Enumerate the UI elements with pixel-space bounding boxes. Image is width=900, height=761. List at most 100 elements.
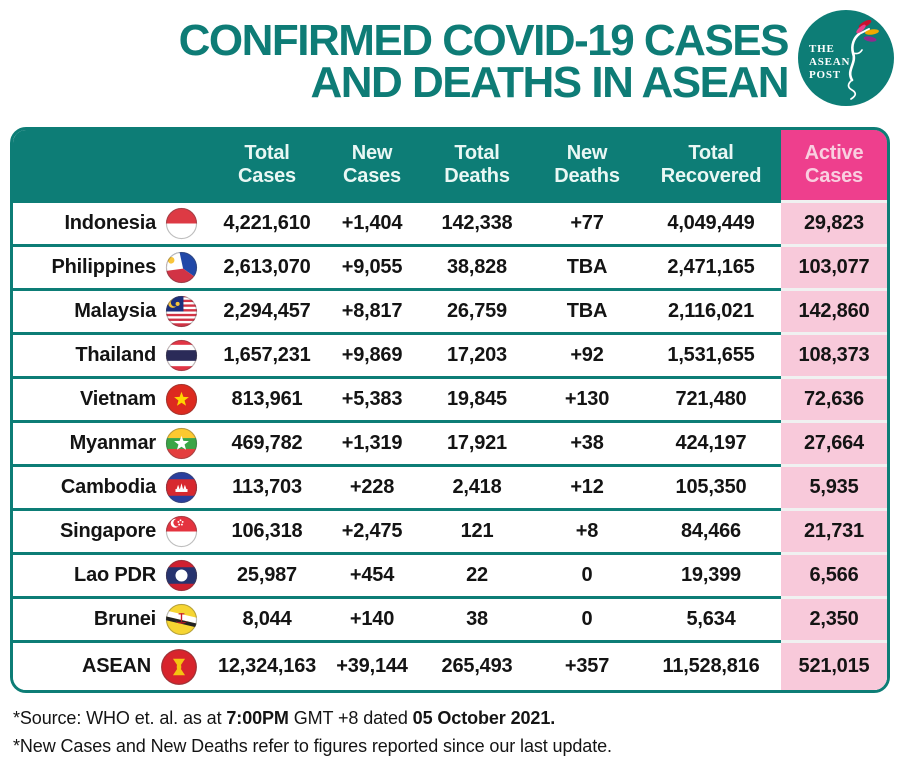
country-cell: Indonesia [13, 200, 211, 244]
country-cell: Malaysia [13, 288, 211, 332]
country-cell: Thailand [13, 332, 211, 376]
logo-text-asean: ASEAN [809, 56, 850, 68]
country-cell: Singapore [13, 508, 211, 552]
total-cases-value: 25,987 [211, 552, 323, 596]
country-name: Malaysia [74, 300, 156, 322]
brunei-flag-icon [165, 603, 198, 636]
country-cell: Myanmar [13, 420, 211, 464]
table-row-lao-pdr: Lao PDR 25,987 +454 22 0 19,399 6,566 [13, 552, 887, 596]
thailand-flag-icon [165, 339, 198, 372]
active-cases-value: 103,077 [781, 244, 887, 288]
total-deaths-value: 22 [421, 552, 533, 596]
new-deaths-value: TBA [533, 244, 641, 288]
table-row-asean: ASEAN 12,324,163 +39,144 265,493 +357 11,528,… [13, 640, 887, 690]
active-cases-value: 142,860 [781, 288, 887, 332]
asean-post-logo-icon: THE ASEAN POST [796, 8, 896, 108]
table-row-brunei: Brunei 8,044 +140 38 0 5,634 2,350 [13, 596, 887, 640]
new-cases-value: +39,144 [323, 640, 421, 690]
active-cases-value: 72,636 [781, 376, 887, 420]
total-deaths-value: 17,921 [421, 420, 533, 464]
new-deaths-value: TBA [533, 288, 641, 332]
new-deaths-value: 0 [533, 552, 641, 596]
total-cases-value: 2,613,070 [211, 244, 323, 288]
total-recovered-value: 84,466 [641, 508, 781, 552]
active-cases-value: 27,664 [781, 420, 887, 464]
title-line-2: AND DEATHS IN ASEAN [310, 58, 789, 107]
new-cases-value: +5,383 [323, 376, 421, 420]
country-cell: Philippines [13, 244, 211, 288]
new-deaths-value: +12 [533, 464, 641, 508]
table-row-myanmar: Myanmar 469,782 +1,319 17,921 +38 424,197 27,6… [13, 420, 887, 464]
page-title: CONFIRMED COVID-19 CASES AND DEATHS IN AS… [179, 19, 790, 107]
table-row-singapore: Singapore 106,318 +2,475 121 +8 84,466 21,731 [13, 508, 887, 552]
total-recovered-value: 19,399 [641, 552, 781, 596]
table-row-indonesia: Indonesia 4,221,610 +1,404 142,338 +77 4,049,… [13, 200, 887, 244]
new-cases-value: +8,817 [323, 288, 421, 332]
active-cases-value: 5,935 [781, 464, 887, 508]
vietnam-flag-icon [165, 383, 198, 416]
country-name: Cambodia [60, 476, 156, 498]
total-recovered-value: 5,634 [641, 596, 781, 640]
table-row-malaysia: Malaysia 2,294,457 +8,817 26,759 TBA 2,116,02… [13, 288, 887, 332]
myanmar-flag-icon [165, 427, 198, 460]
country-name: Philippines [51, 256, 157, 278]
total-deaths-value: 265,493 [421, 640, 533, 690]
new-cases-value: +454 [323, 552, 421, 596]
total-cases-value: 113,703 [211, 464, 323, 508]
table-row-thailand: Thailand 1,657,231 +9,869 17,203 +92 1,531,65… [13, 332, 887, 376]
new-deaths-value: +38 [533, 420, 641, 464]
indonesia-flag-icon [165, 207, 198, 240]
header-active-cases: Active Cases [781, 130, 887, 200]
active-cases-value: 21,731 [781, 508, 887, 552]
header-total-recovered: Total Recovered [660, 142, 762, 187]
bird-icon [847, 19, 879, 100]
country-name: Thailand [75, 344, 156, 366]
total-deaths-value: 17,203 [421, 332, 533, 376]
active-cases-value: 108,373 [781, 332, 887, 376]
update-note: *New Cases and New Deaths refer to figur… [13, 736, 612, 756]
total-cases-value: 813,961 [211, 376, 323, 420]
country-cell: ASEAN [13, 640, 211, 690]
new-deaths-value: 0 [533, 596, 641, 640]
header-total-cases: Total Cases [238, 142, 296, 187]
new-cases-value: +2,475 [323, 508, 421, 552]
new-cases-value: +9,055 [323, 244, 421, 288]
total-cases-value: 469,782 [211, 420, 323, 464]
singapore-flag-icon [165, 515, 198, 548]
total-cases-value: 8,044 [211, 596, 323, 640]
active-cases-value: 521,015 [781, 640, 887, 690]
table-header-row: Total Cases New Cases Total Deaths New D… [13, 130, 887, 200]
country-name: Lao PDR [74, 564, 156, 586]
total-recovered-value: 11,528,816 [641, 640, 781, 690]
country-cell: Vietnam [13, 376, 211, 420]
new-deaths-value: +77 [533, 200, 641, 244]
header-new-cases: New Cases [343, 142, 401, 187]
total-recovered-value: 1,531,655 [641, 332, 781, 376]
country-name: Brunei [93, 608, 156, 630]
asean-flag-icon [160, 648, 198, 686]
covid-data-table: Total Cases New Cases Total Deaths New D… [10, 127, 890, 693]
total-cases-value: 106,318 [211, 508, 323, 552]
total-deaths-value: 121 [421, 508, 533, 552]
cambodia-flag-icon [165, 471, 198, 504]
total-deaths-value: 142,338 [421, 200, 533, 244]
total-deaths-value: 38,828 [421, 244, 533, 288]
table-body: Indonesia 4,221,610 +1,404 142,338 +77 4,049,… [13, 200, 887, 690]
country-name: ASEAN [81, 655, 151, 677]
active-cases-value: 2,350 [781, 596, 887, 640]
country-name: Singapore [60, 520, 156, 542]
total-recovered-value: 4,049,449 [641, 200, 781, 244]
table-row-vietnam: Vietnam 813,961 +5,383 19,845 +130 721,480 72,… [13, 376, 887, 420]
new-cases-value: +9,869 [323, 332, 421, 376]
total-deaths-value: 19,845 [421, 376, 533, 420]
header-country [13, 130, 211, 200]
total-recovered-value: 721,480 [641, 376, 781, 420]
logo-text-post: POST [809, 69, 841, 81]
total-deaths-value: 2,418 [421, 464, 533, 508]
header-total-deaths: Total Deaths [444, 142, 510, 187]
philippines-flag-icon [165, 251, 198, 284]
total-cases-value: 2,294,457 [211, 288, 323, 332]
logo-text-the: THE [809, 43, 835, 55]
new-deaths-value: +92 [533, 332, 641, 376]
table-row-cambodia: Cambodia 113,703 +228 2,418 +12 105,350 5,935 [13, 464, 887, 508]
